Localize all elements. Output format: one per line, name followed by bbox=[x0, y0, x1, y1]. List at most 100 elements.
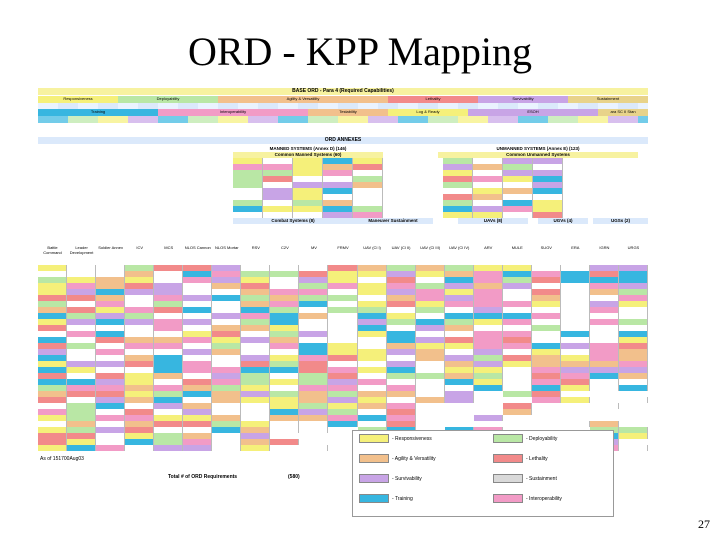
grid-cell bbox=[299, 421, 329, 427]
grid-cell bbox=[531, 265, 561, 271]
grid-cell bbox=[96, 385, 126, 391]
grid-cell bbox=[357, 265, 387, 271]
grid-cell bbox=[503, 164, 533, 170]
grid-cell bbox=[125, 445, 155, 451]
legend-item: - Sustainment bbox=[493, 474, 557, 483]
grid-cell bbox=[270, 313, 300, 319]
grid-cell bbox=[125, 373, 155, 379]
grid-cell bbox=[444, 385, 474, 391]
grid-cell bbox=[531, 313, 561, 319]
grid-cell bbox=[125, 337, 155, 343]
legend: - Responsiveness - Deployability - Agili… bbox=[352, 430, 614, 517]
column-header: Leader Development bbox=[69, 245, 94, 255]
ugvs-label: UGVs bbox=[553, 218, 566, 223]
grid-cell bbox=[293, 200, 323, 206]
grid-cell bbox=[154, 391, 184, 397]
grid-cell bbox=[293, 212, 323, 218]
legend-swatch bbox=[493, 494, 523, 503]
grid-cell bbox=[473, 271, 503, 277]
grid-cell bbox=[531, 295, 561, 301]
grid-cell bbox=[444, 295, 474, 301]
total-value: (580) bbox=[288, 474, 300, 480]
grid-cell bbox=[125, 409, 155, 415]
grid-cell bbox=[533, 194, 563, 200]
grid-cell bbox=[473, 158, 503, 164]
grid-cell bbox=[270, 391, 300, 397]
grid-cell bbox=[270, 409, 300, 415]
grid-cell bbox=[299, 367, 329, 373]
grid-cell bbox=[328, 355, 358, 361]
grid-cell bbox=[38, 361, 68, 367]
capabilities-band: Responsiveness Deployability Agility & V… bbox=[38, 96, 648, 134]
grid-cell bbox=[183, 277, 213, 283]
grid-cell bbox=[299, 349, 329, 355]
ugvs-count: (4) bbox=[567, 218, 573, 223]
grid-cell bbox=[503, 176, 533, 182]
combat-count: (8) bbox=[309, 218, 315, 223]
as-of-note: As of 151700Aug03 bbox=[40, 456, 84, 462]
column-header: MV bbox=[310, 245, 317, 250]
grid-cell bbox=[67, 403, 97, 409]
legend-item: - Agility & Versatility bbox=[359, 454, 436, 463]
grid-cell bbox=[67, 289, 97, 295]
grid-cell bbox=[212, 445, 242, 451]
grid-cell bbox=[323, 212, 353, 218]
grid-cell bbox=[241, 283, 271, 289]
grid-cell bbox=[415, 379, 445, 385]
grid-cell bbox=[270, 427, 300, 433]
grid-cell bbox=[353, 212, 383, 218]
grid-cell bbox=[415, 331, 445, 337]
grid-cell bbox=[233, 164, 263, 170]
grid-cell bbox=[328, 331, 358, 337]
grid-cell bbox=[183, 439, 213, 445]
grid-cell bbox=[502, 331, 532, 337]
column-header: C2V bbox=[281, 245, 289, 250]
column-header: NLOS Cannon bbox=[184, 245, 211, 250]
grid-cell bbox=[183, 307, 213, 313]
grid-cell bbox=[67, 379, 97, 385]
grid-cell bbox=[67, 349, 97, 355]
grid-cell bbox=[386, 277, 416, 283]
grid-cell bbox=[328, 415, 358, 421]
grid-cell bbox=[328, 283, 358, 289]
grid-cell bbox=[212, 343, 242, 349]
grid-cell bbox=[154, 265, 184, 271]
grid-cell bbox=[328, 403, 358, 409]
grid-cell bbox=[357, 409, 387, 415]
grid-cell bbox=[328, 295, 358, 301]
grid-cell bbox=[502, 301, 532, 307]
grid-cell bbox=[67, 445, 97, 451]
grid-cell bbox=[531, 325, 561, 331]
grid-cell bbox=[328, 385, 358, 391]
grid-cell bbox=[502, 379, 532, 385]
column-header: FRMV bbox=[337, 245, 349, 250]
grid-cell bbox=[357, 331, 387, 337]
grid-cell bbox=[299, 343, 329, 349]
grid-cell bbox=[444, 355, 474, 361]
grid-cell bbox=[357, 313, 387, 319]
grid-cell bbox=[357, 361, 387, 367]
grid-cell bbox=[323, 200, 353, 206]
grid-cell bbox=[212, 319, 242, 325]
grid-cell bbox=[618, 271, 648, 277]
grid-cell bbox=[415, 319, 445, 325]
grid-cell bbox=[67, 385, 97, 391]
grid-cell bbox=[299, 283, 329, 289]
grid-cell bbox=[67, 421, 97, 427]
grid-cell bbox=[502, 325, 532, 331]
grid-cell bbox=[618, 301, 648, 307]
grid-cell bbox=[443, 158, 473, 164]
grid-cell bbox=[299, 271, 329, 277]
grid-cell bbox=[618, 283, 648, 289]
grid-cell bbox=[328, 379, 358, 385]
grid-cell bbox=[443, 206, 473, 212]
grid-cell bbox=[241, 415, 271, 421]
grid-cell bbox=[67, 409, 97, 415]
legend-swatch bbox=[493, 434, 523, 443]
grid-cell bbox=[183, 301, 213, 307]
grid-cell bbox=[154, 409, 184, 415]
grid-cell bbox=[444, 331, 474, 337]
annex-bar: ORD ANNEXES bbox=[38, 137, 648, 144]
grid-cell bbox=[154, 319, 184, 325]
grid-cell bbox=[241, 289, 271, 295]
